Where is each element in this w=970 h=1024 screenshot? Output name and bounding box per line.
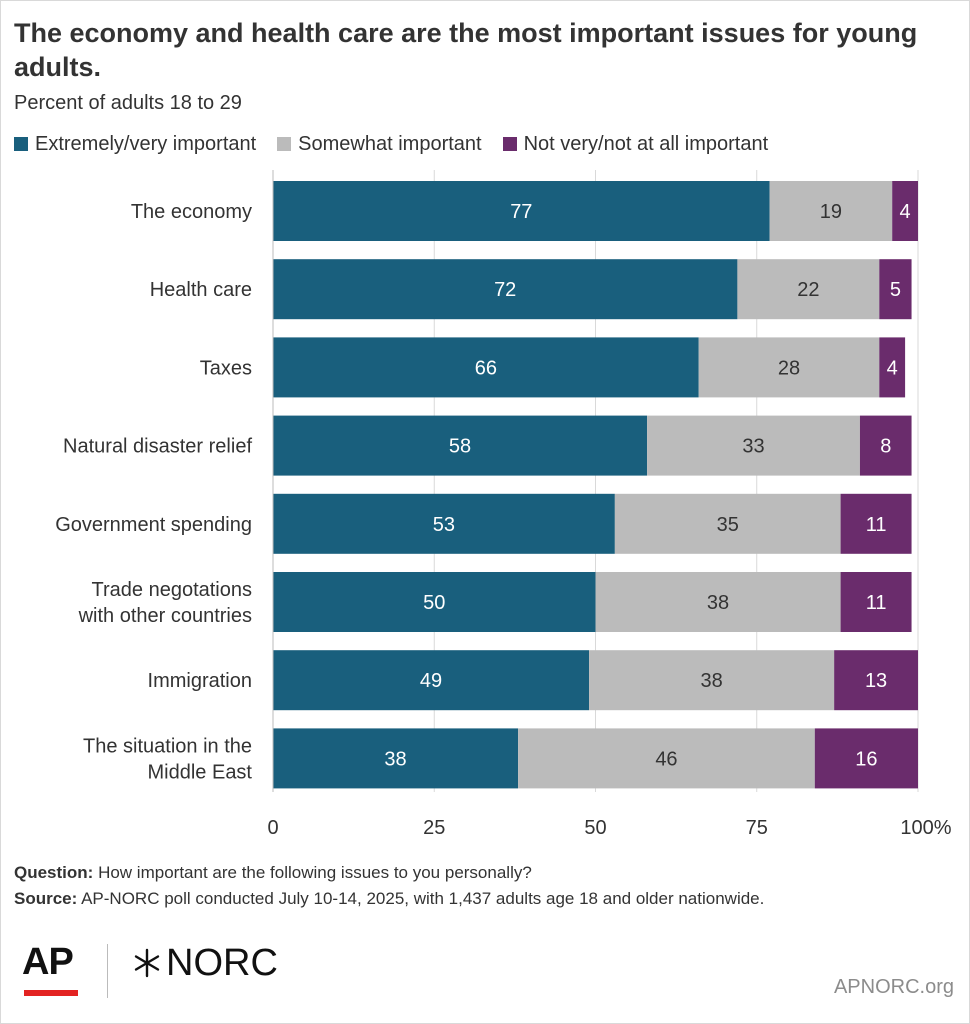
data-label-extremely-1: 72: [494, 279, 516, 301]
bar-not-7: [814, 728, 918, 789]
bar-extremely-3: [273, 415, 648, 476]
site-url: APNORC.org: [833, 976, 954, 998]
bar-somewhat-5: [595, 572, 841, 632]
data-label-somewhat-7: 46: [655, 748, 677, 770]
data-label-not-3: 8: [880, 436, 891, 458]
data-label-not-7: 16: [855, 748, 877, 770]
bar-extremely-5: [273, 572, 596, 632]
source-label: Source:: [14, 889, 78, 908]
chart-footer: Question: How important are the followin…: [14, 860, 764, 912]
legend-label-not: Not very/not at all important: [523, 132, 769, 155]
data-label-extremely-2: 66: [475, 357, 497, 379]
category-label-3: Natural disaster relief: [63, 436, 252, 458]
norc-logo: NORC: [132, 940, 278, 986]
bar-extremely-2: [273, 337, 699, 398]
category-label-2: Taxes: [200, 357, 252, 379]
question-label: Question:: [14, 863, 94, 882]
bar-not-6: [834, 650, 918, 711]
data-label-somewhat-0: 19: [820, 201, 842, 223]
data-label-extremely-3: 58: [449, 436, 471, 458]
data-label-somewhat-3: 33: [742, 436, 764, 458]
question-text: How important are the following issues t…: [98, 863, 532, 882]
x-tick-label-75: 75: [746, 817, 768, 839]
legend-label-somewhat: Somewhat important: [298, 132, 482, 155]
chart-title: The economy and health care are the most…: [14, 18, 918, 82]
data-label-extremely-7: 38: [384, 748, 406, 770]
bar-not-0: [892, 181, 918, 241]
data-label-somewhat-4: 35: [717, 514, 739, 536]
bar-somewhat-3: [647, 415, 860, 476]
bar-extremely-6: [273, 650, 590, 711]
legend-label-extremely: Extremely/very important: [35, 132, 257, 155]
data-label-not-0: 4: [900, 201, 911, 223]
bar-somewhat-6: [589, 650, 835, 711]
bar-not-5: [840, 572, 912, 632]
x-tick-label-50: 50: [584, 817, 606, 839]
data-label-not-5: 11: [866, 592, 887, 614]
source-line: Source: AP-NORC poll conducted July 10-1…: [14, 886, 764, 912]
data-label-somewhat-6: 38: [700, 670, 722, 692]
data-label-not-2: 4: [887, 357, 898, 379]
data-label-not-1: 5: [890, 279, 901, 301]
data-label-somewhat-1: 22: [797, 279, 819, 301]
legend-swatch-somewhat: [277, 137, 292, 151]
category-label-7-line-1: Middle East: [148, 761, 253, 783]
bar-somewhat-0: [769, 181, 893, 241]
bar-somewhat-7: [518, 728, 815, 789]
bar-not-4: [840, 493, 912, 554]
data-label-somewhat-5: 38: [707, 592, 729, 614]
category-label-4: Government spending: [55, 514, 252, 536]
x-tick-label-25: 25: [423, 817, 445, 839]
data-label-extremely-0: 77: [510, 201, 532, 223]
bar-extremely-4: [273, 493, 615, 554]
bar-somewhat-2: [698, 337, 880, 398]
legend-swatch-not: [502, 137, 517, 151]
data-label-extremely-4: 53: [433, 514, 455, 536]
category-label-7-line-0: The situation in the: [83, 735, 252, 757]
data-label-extremely-6: 49: [420, 670, 442, 692]
data-label-not-6: 13: [865, 670, 887, 692]
norc-logo-text: NORC: [166, 942, 278, 984]
stacked-bar-chart: 77 19 4 The economy 72 22 5 Health care 66 28 4 Tax…: [55, 170, 952, 839]
bar-somewhat-1: [737, 259, 880, 320]
category-label-6: Immigration: [148, 670, 252, 692]
category-label-1: Health care: [150, 279, 252, 301]
norc-star-icon: [134, 948, 160, 978]
bar-not-3: [859, 415, 912, 476]
category-label-0: The economy: [131, 201, 252, 223]
legend-item-somewhat: Somewhat important: [277, 132, 482, 156]
bar-somewhat-4: [614, 493, 841, 554]
logo-divider: [107, 944, 108, 998]
bar-not-2: [879, 337, 906, 398]
chart-legend: Extremely/very important Somewhat import…: [14, 131, 768, 157]
x-tick-label-0: 0: [267, 817, 278, 839]
data-label-not-4: 11: [866, 514, 887, 536]
data-label-extremely-5: 50: [423, 592, 445, 614]
bar-not-1: [879, 259, 912, 320]
ap-logo-bar: [24, 990, 78, 996]
bar-extremely-0: [273, 181, 770, 241]
source-text: AP-NORC poll conducted July 10-14, 2025,…: [81, 889, 765, 908]
legend-swatch-extremely: [14, 137, 28, 151]
chart-subtitle: Percent of adults 18 to 29: [14, 92, 242, 114]
category-label-5-line-0: Trade negotations: [92, 579, 252, 601]
ap-logo: AP: [22, 938, 80, 998]
category-label-5-line-1: with other countries: [78, 605, 252, 627]
x-tick-label-100: 100%: [900, 817, 951, 839]
legend-item-not: Not very/not at all important: [502, 132, 769, 156]
bar-extremely-7: [273, 728, 519, 789]
legend-item-extremely: Extremely/very important: [14, 133, 256, 156]
bar-extremely-1: [273, 259, 738, 320]
ap-logo-text: AP: [22, 941, 74, 983]
question-line: Question: How important are the followin…: [14, 860, 764, 886]
data-label-somewhat-2: 28: [778, 357, 800, 379]
